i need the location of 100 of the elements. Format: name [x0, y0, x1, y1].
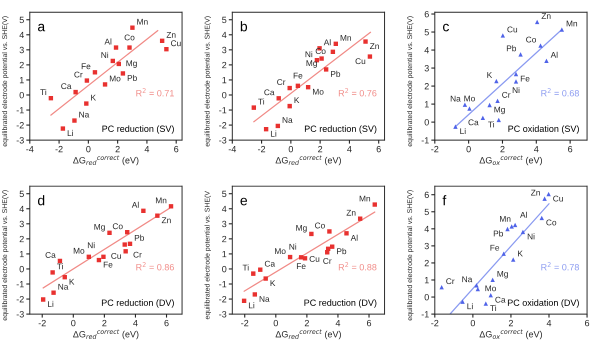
y-tick-label: 3 — [222, 220, 226, 228]
y-tick-label: -3 — [219, 137, 226, 144]
point — [168, 204, 174, 209]
point — [494, 78, 499, 84]
annotation: Mn — [340, 34, 352, 41]
annotation: e — [240, 198, 248, 206]
y-tick-label: 0 — [424, 294, 429, 300]
point — [128, 242, 132, 246]
x-tick-label: 2 — [304, 320, 309, 326]
annotation: Li — [460, 128, 466, 134]
x-tick-label: 0 — [274, 320, 278, 326]
annotation: a — [38, 24, 46, 32]
x-tick-label: 6 — [376, 146, 381, 152]
point — [86, 254, 92, 259]
annotation: Al — [520, 212, 527, 218]
x-tick-label: -2 — [431, 146, 438, 152]
point — [84, 101, 89, 106]
y-tick-label: 3 — [222, 46, 226, 54]
point — [120, 71, 126, 76]
point — [334, 42, 338, 46]
y-tick-label: 5 — [20, 16, 24, 24]
point — [488, 292, 493, 298]
annotation: Na — [58, 284, 68, 290]
annotation: Cu — [111, 252, 121, 259]
annotation: c — [443, 24, 449, 32]
annotation: Co — [546, 220, 556, 226]
annotation: Mg — [306, 60, 317, 68]
annotation: Mg — [494, 106, 505, 114]
point — [264, 276, 268, 281]
y-tick-label: 1 — [222, 76, 226, 84]
point — [48, 96, 54, 100]
annotation: Mo — [312, 88, 324, 95]
annotation: Ti — [56, 263, 63, 270]
y-tick-label: -1 — [422, 311, 429, 318]
point — [258, 268, 262, 272]
x-tick-label: 0 — [470, 320, 476, 326]
point — [164, 47, 169, 52]
x-axis-title: ΔG$_{ox}$$^{correct}$ (eV) — [480, 155, 542, 166]
y-tick-label: 4 — [424, 226, 429, 232]
annotation: Al — [324, 39, 331, 46]
y-tick-label: -3 — [219, 311, 226, 318]
x-tick-label: -2 — [55, 146, 63, 152]
y-tick-label: 5 — [424, 208, 429, 216]
point — [480, 116, 486, 120]
point — [511, 257, 516, 262]
point — [467, 106, 472, 111]
y-tick-label: 2 — [424, 83, 429, 90]
annotation: Co — [112, 223, 123, 230]
annotation: PC reduction (SV) — [102, 125, 174, 134]
y-tick-label: 2 — [424, 260, 429, 266]
x-tick-label: 4 — [546, 320, 552, 326]
y-tick-label: 6 — [424, 10, 429, 18]
annotation: Ti — [40, 88, 46, 96]
x-tick-label: 4 — [336, 320, 340, 326]
point — [372, 202, 377, 207]
point — [276, 96, 281, 100]
x-tick-label: 0 — [71, 320, 76, 326]
y-tick-label: -2 — [219, 296, 226, 302]
annotation: Pb — [330, 70, 340, 77]
y-tick-label: 3 — [424, 65, 429, 72]
annotation: Fe — [520, 76, 530, 82]
x-tick-label: -2 — [241, 320, 248, 326]
point — [330, 244, 334, 249]
y-tick-label: 1 — [222, 250, 226, 258]
y-tick-label: -1 — [219, 107, 226, 114]
x-tick-label: -4 — [26, 146, 34, 152]
y-tick-label: 4 — [19, 32, 24, 38]
annotation: Ni — [528, 233, 534, 240]
point — [252, 292, 258, 297]
point — [325, 250, 330, 254]
annotation: Ni — [512, 86, 520, 93]
annotation: Cu — [507, 26, 518, 32]
annotation: Li — [48, 300, 54, 307]
annotation: Cu — [310, 256, 320, 262]
annotation: Pb — [506, 45, 516, 52]
annotation: Co — [315, 222, 325, 228]
point — [298, 255, 304, 260]
point — [462, 102, 468, 107]
y-tick-label: 6 — [424, 192, 429, 198]
y-tick-label: 1 — [20, 76, 24, 84]
annotation: Fe — [490, 244, 500, 251]
annotation: Co — [526, 36, 536, 43]
annotation: Pb — [128, 74, 137, 81]
annotation: b — [240, 21, 248, 32]
x-tick-label: -2 — [38, 320, 46, 326]
y-tick-label: 2 — [222, 62, 226, 68]
y-tick-label: 0 — [20, 92, 24, 98]
point — [110, 58, 116, 64]
y-tick-label: -1 — [422, 137, 429, 144]
point — [127, 45, 132, 50]
point — [306, 84, 310, 90]
point — [122, 242, 127, 247]
annotation: Cu — [170, 40, 181, 46]
annotation: Pb — [494, 230, 503, 236]
point — [141, 208, 146, 214]
annotation: R$^{2}$ = 0.86 — [136, 262, 174, 270]
point — [84, 78, 90, 83]
y-tick-label: 1 — [424, 277, 429, 284]
annotation: Ni — [88, 242, 95, 248]
point — [500, 33, 506, 38]
